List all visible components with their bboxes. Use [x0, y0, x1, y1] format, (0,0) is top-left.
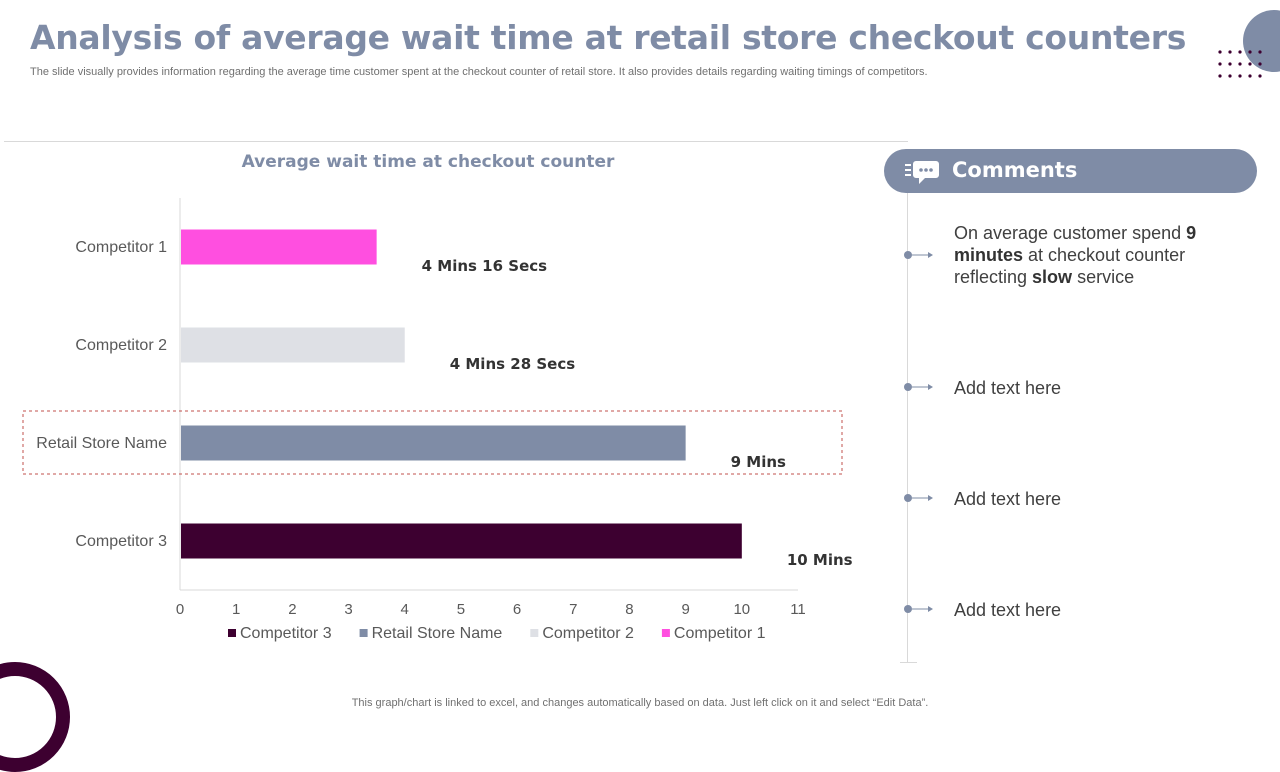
y-category-label: Competitor 3	[75, 533, 167, 550]
x-tick-label: 11	[790, 601, 806, 618]
x-tick-label: 8	[625, 601, 633, 618]
highlight-box	[22, 410, 843, 475]
comments-header	[884, 149, 1257, 193]
bar-data-label: 9 Mins	[731, 453, 786, 471]
bullet-arrow-icon	[904, 383, 933, 391]
bar	[181, 229, 377, 265]
comment-item: Add text here	[954, 600, 1062, 620]
bar	[181, 327, 405, 363]
legend-label: Retail Store Name	[372, 625, 503, 642]
x-tick-label: 9	[681, 601, 689, 618]
bar	[181, 523, 742, 559]
page-subtitle: The slide visually provides information …	[30, 66, 928, 78]
legend-swatch	[359, 629, 368, 637]
x-tick-label: 1	[232, 601, 240, 618]
x-tick-label: 0	[176, 601, 184, 618]
page-title: Analysis of average wait time at retail …	[30, 18, 1187, 57]
bar-data-label: 4 Mins 16 Secs	[422, 257, 548, 275]
chart-title: Average wait time at checkout counter	[242, 152, 615, 172]
comment-item: On average customer spend 9 minutes at c…	[954, 223, 1197, 287]
x-tick-label: 2	[288, 601, 296, 618]
bar-data-label: 4 Mins 28 Secs	[450, 355, 576, 373]
decorative-dot-grid	[1218, 50, 1262, 78]
y-category-label: Competitor 2	[75, 337, 167, 354]
bar	[181, 425, 686, 461]
bar-data-label: 10 Mins	[787, 551, 853, 569]
x-tick-label: 10	[733, 601, 750, 618]
footer-note: This graph/chart is linked to excel, and…	[351, 697, 929, 709]
legend-swatch	[661, 629, 670, 637]
bullet-arrow-icon	[904, 251, 933, 259]
comment-bubble-icon	[905, 161, 939, 184]
legend-swatch	[530, 629, 539, 637]
legend-swatch	[228, 629, 236, 637]
legend-label: Competitor 3	[240, 625, 332, 642]
legend-label: Competitor 1	[674, 625, 766, 642]
timeline-line	[907, 193, 908, 663]
bar-chart: Average wait time at checkout counter 0 1…	[22, 152, 853, 642]
x-tick-label: 6	[513, 601, 521, 618]
bullet-arrow-icon	[904, 494, 933, 502]
legend-label: Competitor 2	[542, 625, 634, 642]
timeline-foot	[900, 662, 917, 663]
x-tick-label: 4	[401, 601, 409, 618]
bullet-arrow-icon	[904, 605, 933, 613]
comment-item: Add text here	[954, 489, 1062, 509]
x-tick-label: 3	[344, 601, 352, 618]
y-category-label: Retail Store Name	[36, 435, 167, 452]
chart-border-top	[4, 141, 908, 142]
comment-item: Add text here	[954, 378, 1062, 398]
x-tick-label: 7	[569, 601, 577, 618]
x-tick-label: 5	[457, 601, 465, 618]
comments-title: Comments	[952, 158, 1078, 182]
y-category-label: Competitor 1	[75, 239, 167, 256]
